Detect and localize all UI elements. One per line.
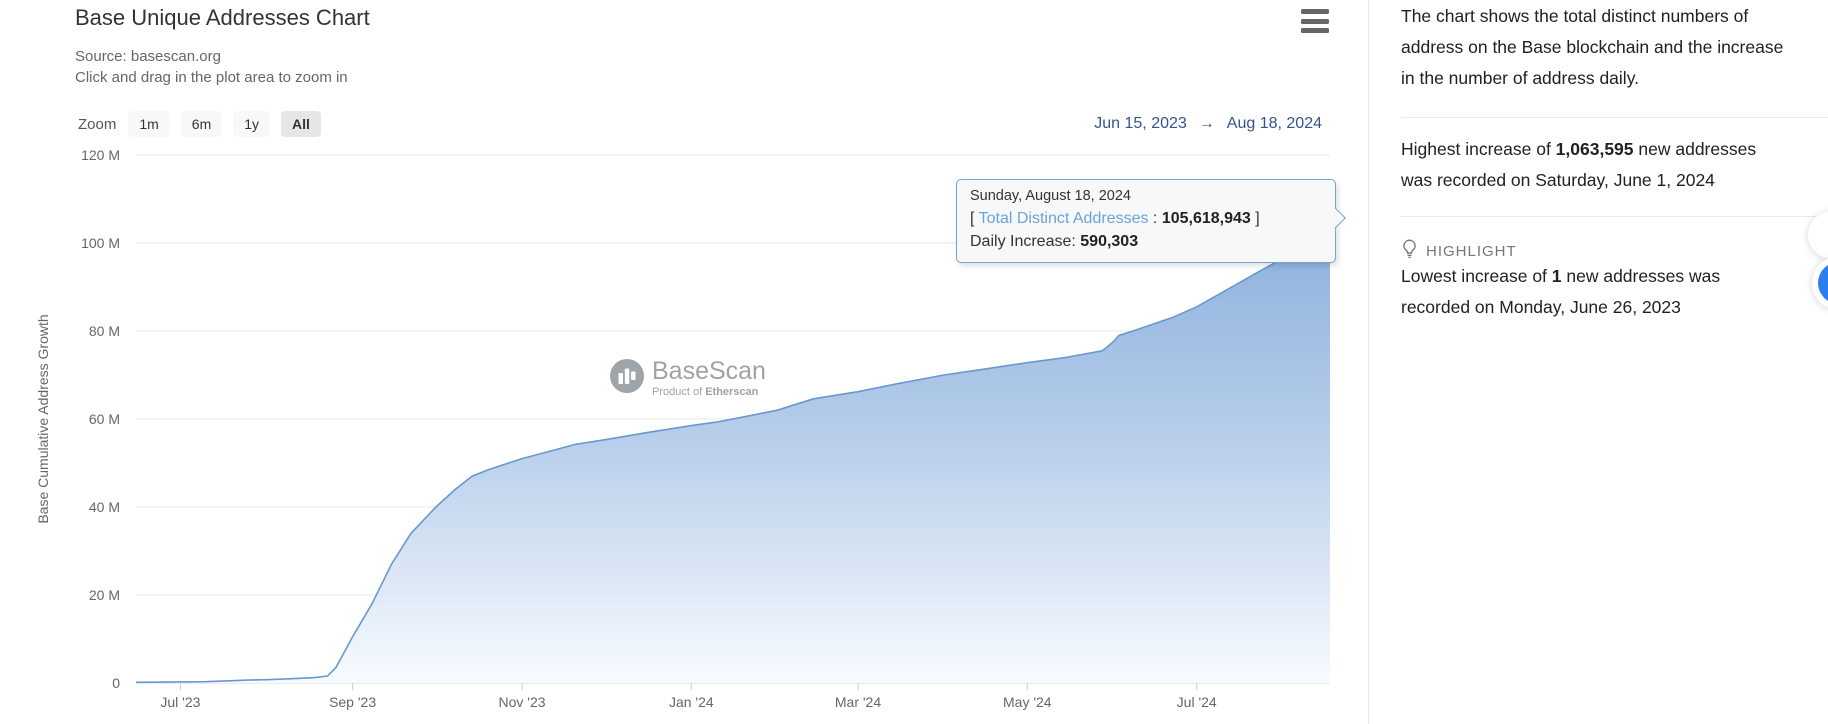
date-range-to: Aug 18, 2024	[1226, 115, 1322, 132]
watermark: BaseScan Product of Etherscan	[610, 359, 766, 398]
svg-text:Nov '23: Nov '23	[498, 694, 545, 710]
lowest-increase-note: Lowest increase of 1 new addresses was re…	[1401, 266, 1721, 317]
divider	[1401, 216, 1828, 217]
chart-description: The chart shows the total distinct numbe…	[1401, 6, 1784, 88]
svg-text:Mar '24: Mar '24	[835, 694, 881, 710]
highlight-label: HIGHLIGHT	[1426, 243, 1517, 260]
chart-subtitle: Source: basescan.org Click and drag in t…	[75, 46, 348, 88]
svg-text:Jul '24: Jul '24	[1177, 694, 1217, 710]
chart-source: Source: basescan.org	[75, 48, 221, 65]
chart-hint: Click and drag in the plot area to zoom …	[75, 69, 348, 86]
tooltip-total-addresses: [ Total Distinct Addresses : 105,618,943…	[970, 210, 1260, 227]
watermark-tagline: Product of Etherscan	[652, 386, 759, 398]
tooltip-date: Sunday, August 18, 2024	[970, 188, 1131, 204]
svg-text:Sep '23: Sep '23	[329, 694, 376, 710]
date-range: Jun 15, 2023 → Aug 18, 2024	[1094, 115, 1322, 133]
svg-text:80 M: 80 M	[89, 323, 120, 339]
chart-panel: Base Unique Addresses Chart Source: base…	[35, 5, 1346, 710]
chat-button[interactable]	[1812, 256, 1828, 310]
zoom-label: Zoom	[78, 115, 117, 133]
floating-widget-button[interactable]	[1808, 211, 1828, 259]
panel-divider	[1368, 0, 1369, 724]
chart-tooltip: Sunday, August 18, 2024 [ Total Distinct…	[956, 179, 1346, 263]
zoom-button-all[interactable]: All	[281, 111, 321, 137]
svg-text:Jan '24: Jan '24	[669, 694, 714, 710]
tooltip-daily-increase: Daily Increase: 590,303	[970, 233, 1139, 250]
highest-increase-note: Highest increase of 1,063,595 new addres…	[1401, 139, 1757, 190]
chart-menu-icon[interactable]	[1301, 9, 1329, 33]
zoom-button-1m[interactable]: 1m	[128, 111, 170, 137]
svg-text:Jul '23: Jul '23	[160, 694, 200, 710]
divider	[1401, 117, 1828, 118]
zoom-button-6m[interactable]: 6m	[180, 111, 223, 137]
highlight-header: HIGHLIGHT	[1402, 239, 1517, 264]
svg-text:May '24: May '24	[1003, 694, 1052, 710]
zoom-button-1y[interactable]: 1y	[233, 111, 271, 137]
svg-text:20 M: 20 M	[89, 587, 120, 603]
arrow-right-icon: →	[1198, 115, 1215, 132]
basescan-logo-icon	[610, 359, 644, 398]
chat-icon	[1818, 262, 1828, 304]
series-line	[135, 217, 1331, 684]
svg-text:60 M: 60 M	[89, 411, 120, 427]
zoom-controls: Zoom 1m 6m 1y All	[78, 111, 321, 137]
svg-text:120 M: 120 M	[81, 147, 120, 163]
svg-text:100 M: 100 M	[81, 235, 120, 251]
x-ticks: Jul '23 Sep '23 Nov '23 Jan '24 Mar '24 May '…	[160, 683, 1217, 710]
watermark-name: BaseScan	[652, 357, 766, 385]
lightbulb-icon	[1402, 239, 1417, 264]
svg-text:40 M: 40 M	[89, 499, 120, 515]
page-title: Base Unique Addresses Chart	[75, 5, 370, 30]
info-panel: The chart shows the total distinct numbe…	[1370, 0, 1828, 724]
date-range-from: Jun 15, 2023	[1094, 115, 1187, 132]
svg-text:Base Cumulative Address Growth: Base Cumulative Address Growth	[35, 314, 51, 523]
svg-text:0: 0	[112, 675, 120, 691]
area-fill	[136, 218, 1330, 684]
